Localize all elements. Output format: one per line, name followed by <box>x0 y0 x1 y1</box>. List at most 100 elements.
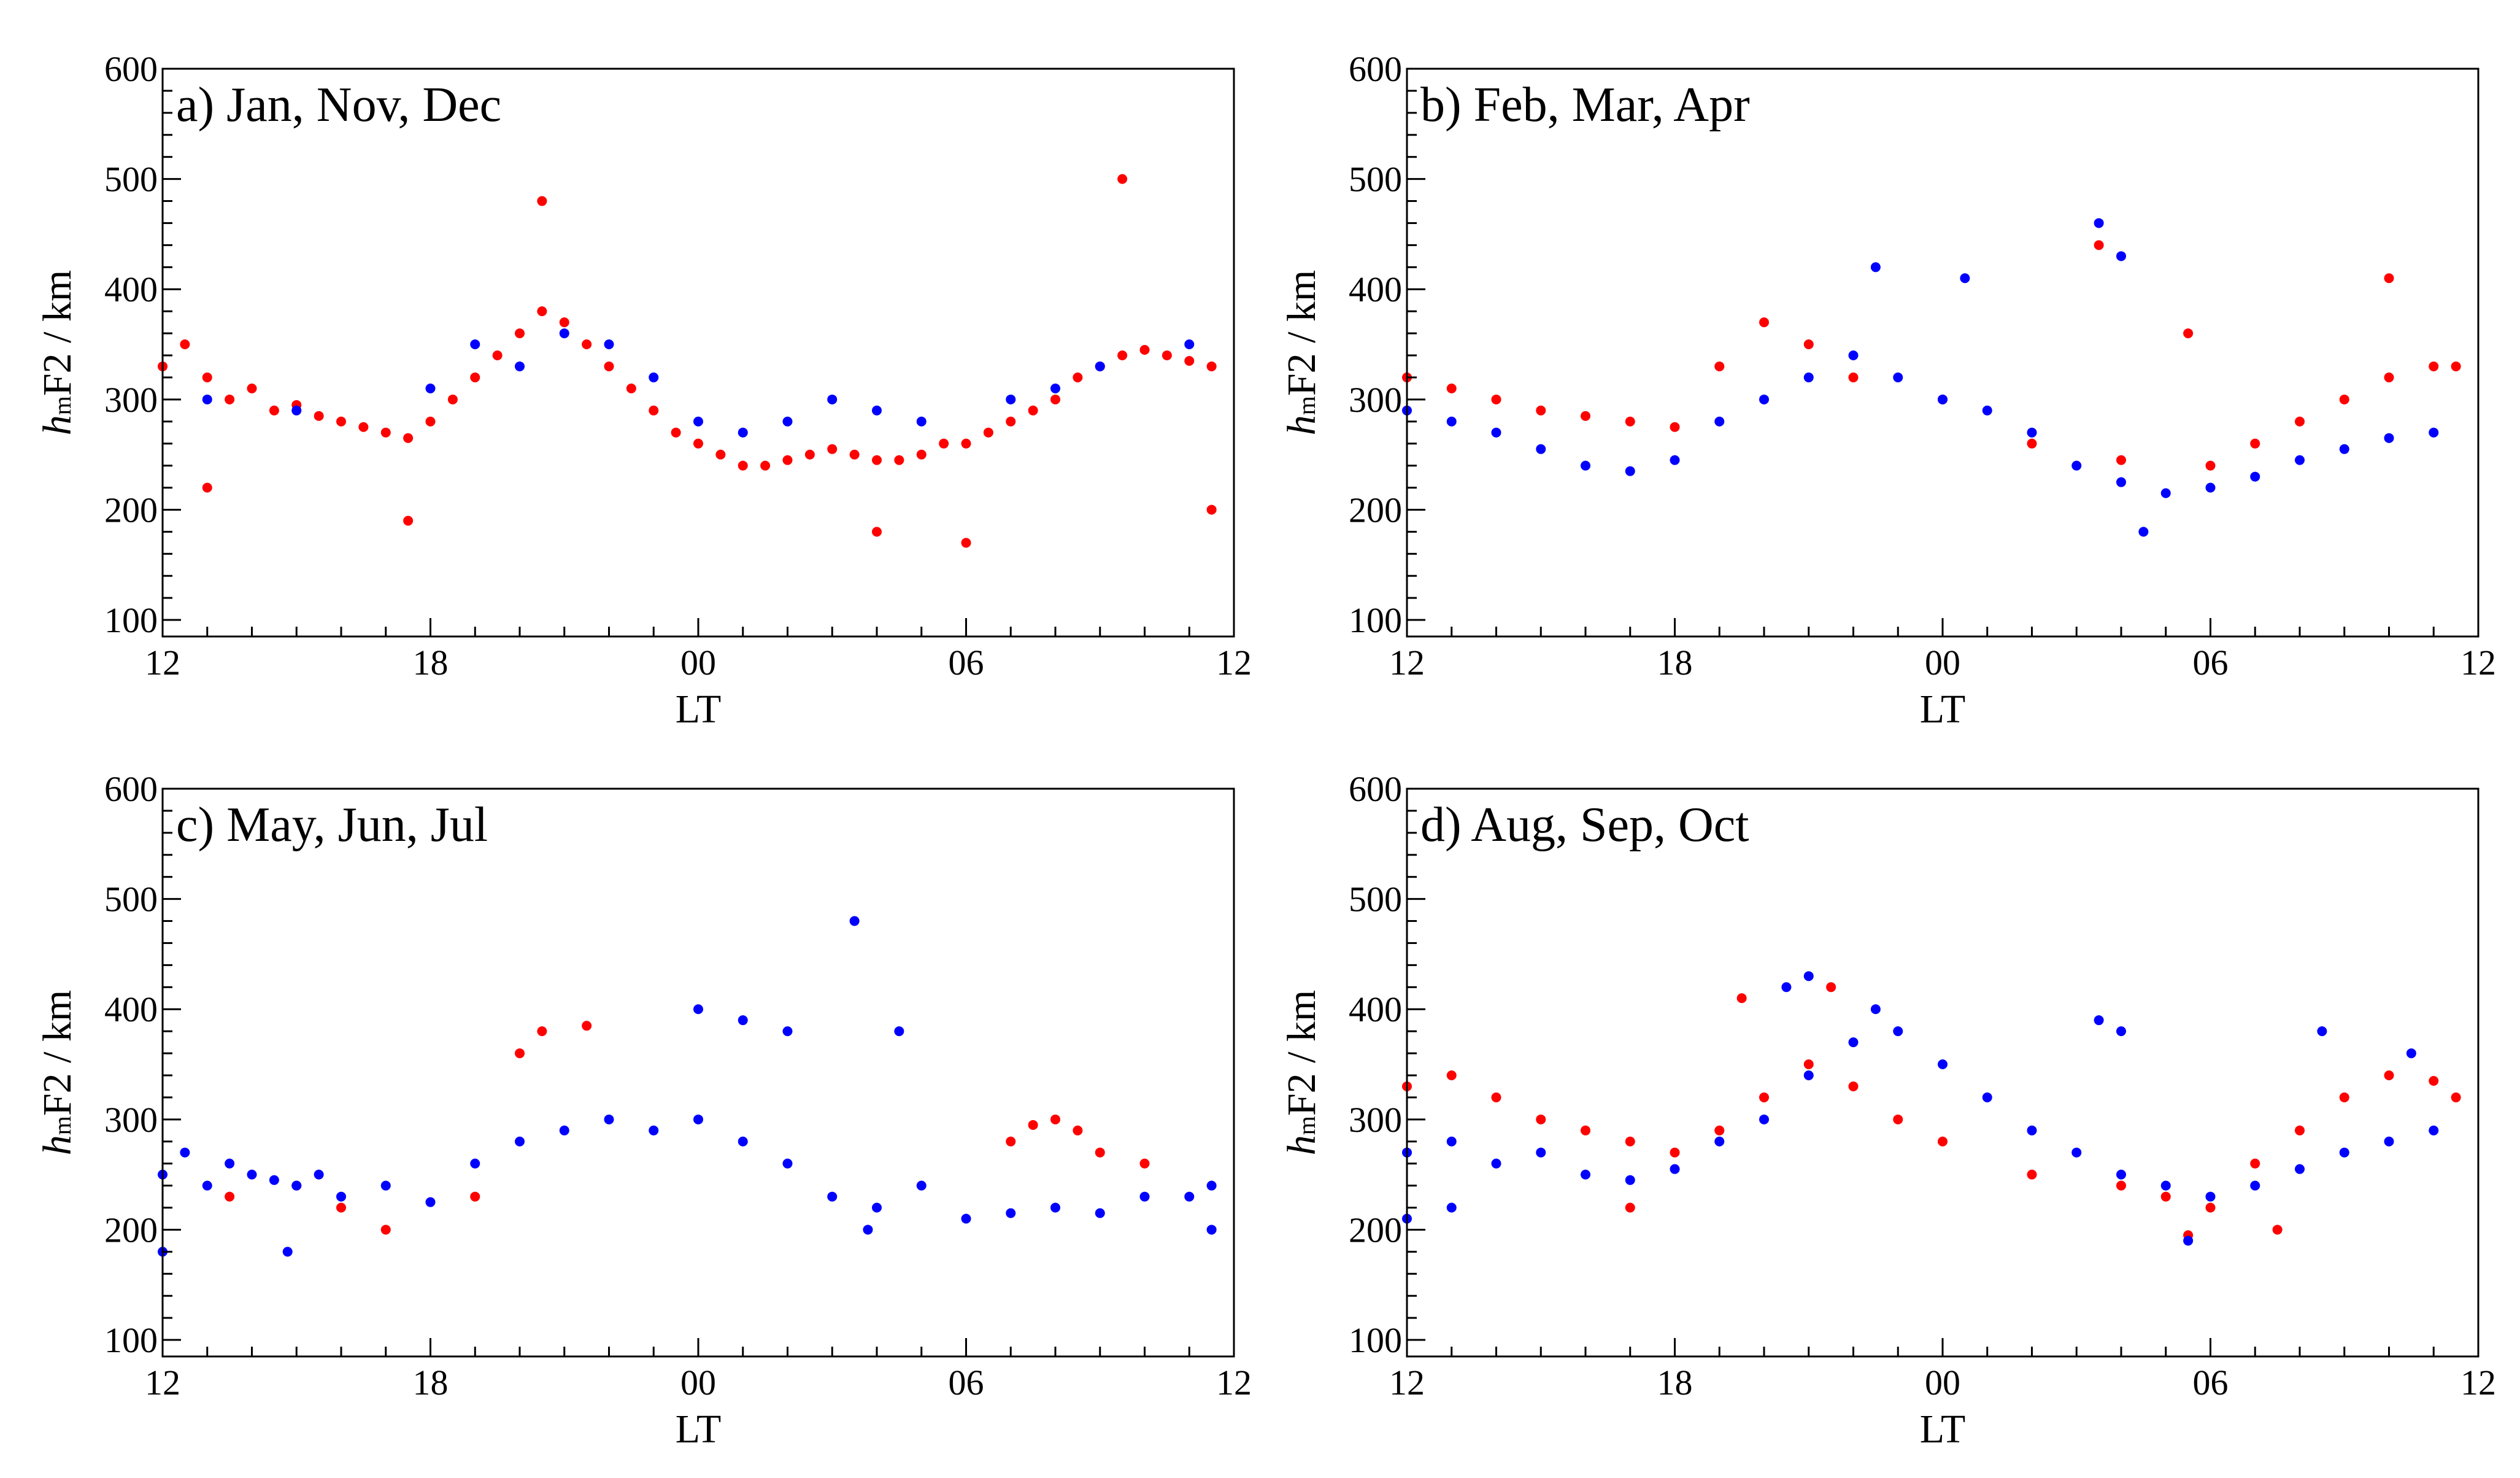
panel-a-y-tick-label: 100 <box>104 600 158 640</box>
panel-c-point-series-2 <box>863 1225 873 1235</box>
panel-a-point-series-1 <box>1206 361 1217 371</box>
panel-c-x-tick-label: 12 <box>145 1363 180 1403</box>
panel-b-point-series-1 <box>1714 361 1725 371</box>
panel-a-point-series-1 <box>827 444 838 454</box>
panel-c-y-label-rest: F2 / km <box>35 990 80 1116</box>
panel-c-y-tick-label: 600 <box>104 769 158 809</box>
panel-d-x-tick-label: 06 <box>2193 1363 2229 1403</box>
panel-a-point-series-1 <box>447 394 458 404</box>
panel-c-x-tick-label: 00 <box>680 1363 716 1403</box>
panel-a-point-series-1 <box>1162 350 1172 360</box>
panel-a-point-series-2 <box>827 394 838 404</box>
panel-d-point-series-1 <box>2451 1092 2461 1102</box>
panel-b-point-series-1 <box>1581 411 1590 421</box>
panel-d-point-series-2 <box>1893 1026 1903 1037</box>
panel-c-point-series-2 <box>738 1015 748 1026</box>
panel-a-point-series-1 <box>1206 505 1217 515</box>
panel-c-y-axis-label: hmF2 / km <box>35 990 80 1156</box>
panel-a-point-series-1 <box>849 449 860 460</box>
panel-a-point-series-1 <box>202 372 212 382</box>
panel-a-title: a) Jan, Nov, Dec <box>176 78 501 132</box>
panel-b-x-tick-label: 06 <box>2193 643 2229 683</box>
panel-b-point-series-1 <box>1803 339 1814 350</box>
panel-d-point-series-2 <box>1870 1004 1881 1015</box>
panel-a-point-series-1 <box>1117 174 1128 184</box>
panel-d-point-series-2 <box>1446 1136 1457 1147</box>
panel-c-point-series-2 <box>1095 1208 1105 1218</box>
panel-b-point-series-2 <box>2205 482 2216 493</box>
panel-a-point-series-1 <box>626 383 636 393</box>
panel-c-point-series-1 <box>380 1225 391 1235</box>
panel-a-x-axis-label: LT <box>676 687 722 732</box>
panel-a-point-series-2 <box>738 427 748 438</box>
panel-d-point-series-2 <box>2160 1180 2171 1191</box>
panel-b-point-series-2 <box>1938 394 1948 404</box>
panel-c-marks <box>158 916 1217 1257</box>
panel-c-point-series-2 <box>782 1026 793 1037</box>
panel-d-y-tick-label: 200 <box>1349 1210 1402 1250</box>
panel-d-point-series-2 <box>1491 1158 1501 1169</box>
panel-d-point-series-2 <box>2250 1180 2260 1191</box>
panel-c-y-tick-label: 100 <box>104 1320 158 1360</box>
panel-c-point-series-2 <box>247 1169 257 1180</box>
panel-a-marks <box>158 174 1217 548</box>
panel-a-point-series-1 <box>939 438 949 449</box>
panel-d-point-series-2 <box>1781 982 1792 992</box>
panel-d-y-axis-label: hmF2 / km <box>1279 990 1324 1156</box>
panel-d-point-series-1 <box>1736 993 1747 1004</box>
panel-d-point-series-1 <box>1848 1081 1859 1091</box>
panel-b-y-label-rest: F2 / km <box>1279 270 1324 396</box>
panel-a-point-series-1 <box>336 416 346 427</box>
panel-d-point-series-1 <box>2384 1070 2394 1080</box>
panel-b-x-tick-label: 00 <box>1925 643 1960 683</box>
panel-a-point-series-2 <box>202 394 212 404</box>
panel-a-point-series-1 <box>760 460 771 471</box>
panel-c-point-series-2 <box>604 1114 614 1124</box>
panel-d-point-series-2 <box>2027 1125 2037 1136</box>
panel-c-y-tick-label: 400 <box>104 989 158 1029</box>
panel-a-point-series-1 <box>738 460 748 471</box>
panel-c-point-series-2 <box>180 1147 190 1158</box>
panel-b-x-tick-label: 12 <box>1389 643 1425 683</box>
panel-b-point-series-2 <box>2160 488 2171 498</box>
panel-b-point-series-1 <box>1491 394 1501 404</box>
panel-a-point-series-2 <box>291 405 302 416</box>
panel-b-point-series-1 <box>1848 372 1859 382</box>
panel-d-y-tick-label: 400 <box>1349 989 1402 1029</box>
panel-c-point-series-2 <box>225 1158 235 1169</box>
panel-d-point-series-1 <box>1826 982 1836 992</box>
panel-d-point-series-1 <box>1714 1125 1725 1136</box>
panel-a-x-tick-label: 06 <box>949 643 984 683</box>
panel-a-point-series-1 <box>358 422 369 432</box>
panel-c-point-series-1 <box>470 1191 480 1202</box>
panel-a-point-series-2 <box>916 416 927 427</box>
panel-b-point-series-2 <box>1581 460 1590 471</box>
panel-a-point-series-2 <box>649 372 659 382</box>
panel-b-point-series-2 <box>1848 350 1859 360</box>
panel-a-y-tick-label: 400 <box>104 269 158 309</box>
panel-d-point-series-2 <box>2384 1136 2394 1147</box>
panel-b-point-series-2 <box>2116 477 2126 487</box>
panel-d-point-series-1 <box>2250 1158 2260 1169</box>
panel-a-point-series-2 <box>1095 361 1105 371</box>
panel-a-point-series-1 <box>202 482 212 493</box>
panel-d-point-series-1 <box>1536 1114 1546 1124</box>
panel-a-point-series-1 <box>1184 355 1195 366</box>
panel-d-point-series-1 <box>1759 1092 1769 1102</box>
panel-a-y-tick-label: 600 <box>104 49 158 89</box>
panel-d-x-tick-label: 18 <box>1657 1363 1693 1403</box>
panel-b-point-series-2 <box>1670 455 1680 465</box>
panel-d-point-series-1 <box>1581 1125 1590 1136</box>
panel-a-y-label-h: h <box>35 415 80 435</box>
panel-c-point-series-1 <box>1028 1120 1038 1130</box>
panel-d-x-tick-label: 00 <box>1925 1363 1960 1403</box>
panel-c-point-series-2 <box>380 1180 391 1191</box>
panel-c-point-series-2 <box>916 1180 927 1191</box>
panel-b-point-series-2 <box>1536 444 1546 454</box>
panel-a-point-series-1 <box>1139 345 1150 355</box>
panel-a-y-axis: 100 200 300 400 500 600 <box>104 49 181 640</box>
panel-a-point-series-1 <box>225 394 235 404</box>
panel-c-point-series-2 <box>961 1213 971 1224</box>
panel-b-x-axis-label: LT <box>1920 687 1966 732</box>
